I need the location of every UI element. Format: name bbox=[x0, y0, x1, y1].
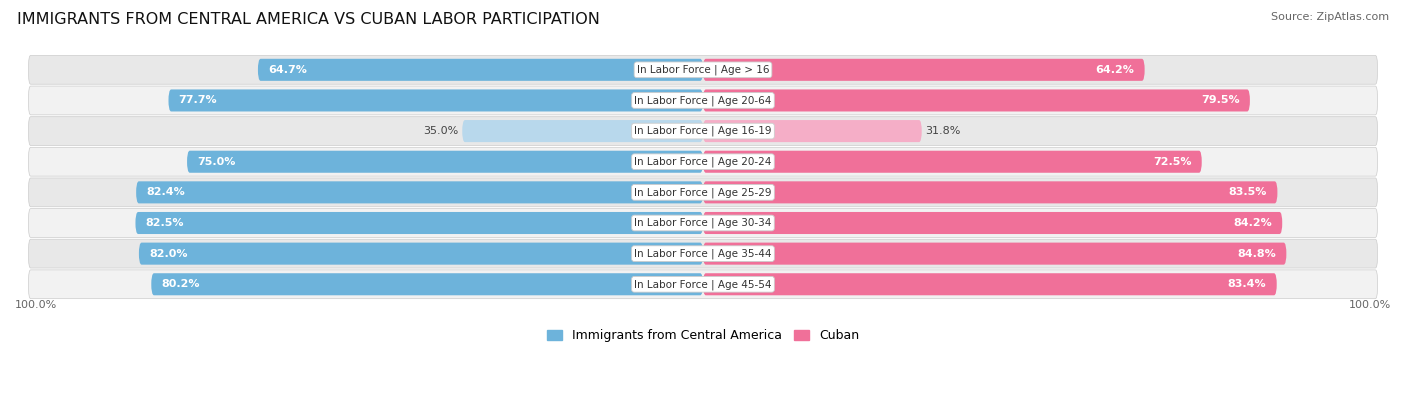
Text: 82.5%: 82.5% bbox=[146, 218, 184, 228]
FancyBboxPatch shape bbox=[28, 55, 1378, 84]
Text: 64.2%: 64.2% bbox=[1095, 65, 1135, 75]
FancyBboxPatch shape bbox=[703, 273, 1277, 295]
Text: In Labor Force | Age 45-54: In Labor Force | Age 45-54 bbox=[634, 279, 772, 290]
FancyBboxPatch shape bbox=[135, 212, 703, 234]
Text: 79.5%: 79.5% bbox=[1201, 96, 1240, 105]
FancyBboxPatch shape bbox=[28, 209, 1378, 237]
Text: 31.8%: 31.8% bbox=[925, 126, 960, 136]
Legend: Immigrants from Central America, Cuban: Immigrants from Central America, Cuban bbox=[541, 324, 865, 347]
FancyBboxPatch shape bbox=[28, 270, 1378, 299]
FancyBboxPatch shape bbox=[463, 120, 703, 142]
FancyBboxPatch shape bbox=[136, 181, 703, 203]
Text: 82.0%: 82.0% bbox=[149, 248, 187, 259]
FancyBboxPatch shape bbox=[257, 59, 703, 81]
Text: In Labor Force | Age 20-64: In Labor Force | Age 20-64 bbox=[634, 95, 772, 106]
Text: 83.4%: 83.4% bbox=[1227, 279, 1267, 289]
Text: In Labor Force | Age 16-19: In Labor Force | Age 16-19 bbox=[634, 126, 772, 136]
Text: 100.0%: 100.0% bbox=[15, 299, 58, 310]
FancyBboxPatch shape bbox=[28, 117, 1378, 145]
Text: In Labor Force | Age 20-24: In Labor Force | Age 20-24 bbox=[634, 156, 772, 167]
Text: In Labor Force | Age 30-34: In Labor Force | Age 30-34 bbox=[634, 218, 772, 228]
FancyBboxPatch shape bbox=[28, 86, 1378, 115]
Text: 35.0%: 35.0% bbox=[423, 126, 458, 136]
FancyBboxPatch shape bbox=[28, 147, 1378, 176]
Text: 77.7%: 77.7% bbox=[179, 96, 218, 105]
FancyBboxPatch shape bbox=[703, 120, 922, 142]
FancyBboxPatch shape bbox=[703, 89, 1250, 111]
Text: 100.0%: 100.0% bbox=[1348, 299, 1391, 310]
Text: In Labor Force | Age > 16: In Labor Force | Age > 16 bbox=[637, 64, 769, 75]
Text: IMMIGRANTS FROM CENTRAL AMERICA VS CUBAN LABOR PARTICIPATION: IMMIGRANTS FROM CENTRAL AMERICA VS CUBAN… bbox=[17, 12, 600, 27]
Text: 64.7%: 64.7% bbox=[269, 65, 307, 75]
FancyBboxPatch shape bbox=[169, 89, 703, 111]
Text: In Labor Force | Age 25-29: In Labor Force | Age 25-29 bbox=[634, 187, 772, 198]
Text: Source: ZipAtlas.com: Source: ZipAtlas.com bbox=[1271, 12, 1389, 22]
FancyBboxPatch shape bbox=[703, 59, 1144, 81]
Text: In Labor Force | Age 35-44: In Labor Force | Age 35-44 bbox=[634, 248, 772, 259]
Text: 82.4%: 82.4% bbox=[146, 187, 186, 198]
FancyBboxPatch shape bbox=[152, 273, 703, 295]
Text: 83.5%: 83.5% bbox=[1229, 187, 1267, 198]
Text: 72.5%: 72.5% bbox=[1153, 157, 1191, 167]
FancyBboxPatch shape bbox=[187, 151, 703, 173]
FancyBboxPatch shape bbox=[703, 243, 1286, 265]
FancyBboxPatch shape bbox=[28, 239, 1378, 268]
FancyBboxPatch shape bbox=[28, 178, 1378, 207]
Text: 84.8%: 84.8% bbox=[1237, 248, 1277, 259]
Text: 75.0%: 75.0% bbox=[197, 157, 236, 167]
Text: 84.2%: 84.2% bbox=[1233, 218, 1272, 228]
FancyBboxPatch shape bbox=[703, 181, 1278, 203]
Text: 80.2%: 80.2% bbox=[162, 279, 200, 289]
FancyBboxPatch shape bbox=[703, 151, 1202, 173]
FancyBboxPatch shape bbox=[139, 243, 703, 265]
FancyBboxPatch shape bbox=[703, 212, 1282, 234]
